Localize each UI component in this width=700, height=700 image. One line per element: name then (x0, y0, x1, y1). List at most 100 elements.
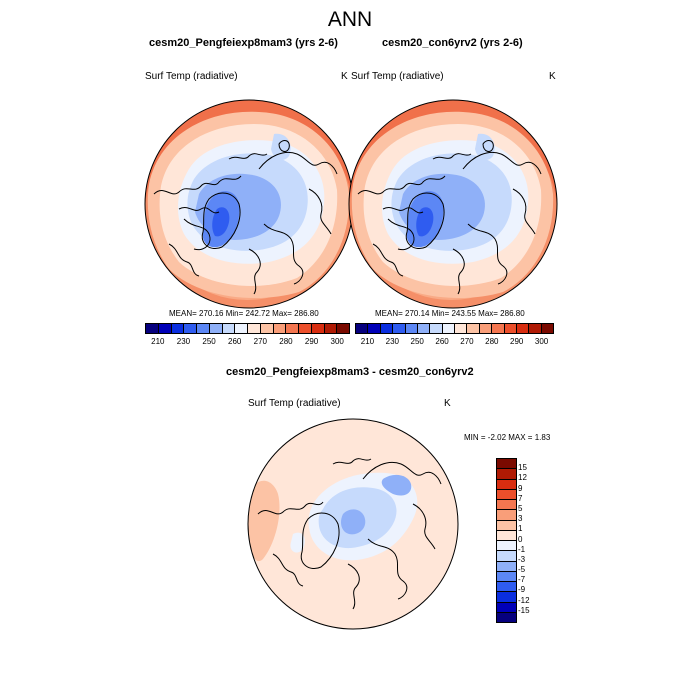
diff-colorbar-tick-label: -3 (518, 554, 526, 564)
diff-colorbar-tick-label: 0 (518, 534, 523, 544)
diff-colorbar-tick-label: -9 (518, 585, 526, 595)
panel1-colorbar-swatch (299, 324, 312, 333)
diff-colorbar-tick-label: -1 (518, 544, 526, 554)
panel2-colorbar-swatch (467, 324, 480, 333)
panel1-colorbar-tick-label: 230 (176, 337, 191, 346)
panel1-colorbar-swatch (311, 324, 325, 333)
panel2-title: cesm20_con6yrv2 (yrs 2-6) (382, 37, 523, 49)
panel2-colorbar-tick-label: 260 (435, 337, 449, 346)
diff-colorbar-swatch (497, 612, 516, 622)
panel2-colorbar-swatch (380, 324, 394, 333)
diff-colorbar-swatch (497, 541, 516, 552)
panel2-colorbar-tick-label: 230 (385, 337, 399, 346)
panel1-colorbar-swatch (222, 324, 236, 333)
diff-colorbar-swatch (497, 489, 516, 500)
diff-colorbar-tick-label: -12 (518, 595, 530, 605)
panel1-colorbar-swatch (286, 324, 299, 333)
diff-colorbar-tick-label: -5 (518, 565, 526, 575)
diff-colorbar-tick-label: 3 (518, 514, 523, 524)
panel2-colorbar-tick-label: 290 (510, 337, 524, 346)
panel1-colorbar-tick-label: 300 (330, 337, 344, 346)
panel2-variable: Surf Temp (radiative) (351, 71, 444, 82)
panel1-stats: MEAN= 270.16 Min= 242.72 Max= 286.80 (169, 309, 319, 318)
panel1-colorbar-tick-label: 260 (228, 337, 242, 346)
diff-colorbar-tick-label: 7 (518, 493, 523, 503)
diff-colorbar-swatch (497, 561, 516, 572)
panel2-stats: MEAN= 270.14 Min= 243.55 Max= 286.80 (375, 309, 525, 318)
diff-colorbar-tick-label: 5 (518, 503, 523, 513)
panel2-colorbar-swatch (442, 324, 455, 333)
panel1-colorbar-swatch (248, 324, 261, 333)
panel1-colorbar-tick-label: 290 (304, 337, 319, 346)
diff-colorbar-swatch (497, 551, 516, 562)
panel2-colorbar-swatch (455, 324, 468, 333)
panel1-colorbar-tick-label: 270 (253, 337, 267, 346)
diff-colorbar-swatch (497, 582, 516, 593)
panel1-variable: Surf Temp (radiative) (145, 71, 238, 82)
diff-colorbar-tick-label: 12 (518, 473, 527, 483)
panel1-colorbar-swatch (324, 324, 338, 333)
panel2-colorbar-tick-label: 210 (360, 337, 375, 346)
diff-colorbar-swatch (497, 592, 516, 603)
diff-colorbar-tick-label: -15 (518, 605, 530, 615)
panel2-colorbar-tick-label: 270 (460, 337, 474, 346)
diff-colorbar (496, 458, 517, 623)
panel2-colorbar-swatch (368, 324, 381, 333)
panel2-colorbar-swatch (405, 324, 418, 333)
panel2-colorbar-swatch (516, 324, 530, 333)
panel1-colorbar-tick-label: 210 (151, 337, 165, 346)
panel2-colorbar-labels: 210 230 250 260 270 280 290 300 (355, 337, 554, 349)
diff-variable: Surf Temp (radiative) (248, 398, 341, 409)
panel1-title: cesm20_Pengfeiexp8mam3 (yrs 2-6) (149, 37, 338, 49)
panel1-colorbar-swatch (235, 324, 248, 333)
diff-colorbar-swatch (497, 530, 516, 541)
panel2-colorbar-swatch (504, 324, 517, 333)
panel1-colorbar-swatch (184, 324, 197, 333)
panel1-colorbar-swatch (197, 324, 210, 333)
panel2-map (349, 100, 557, 308)
panel2-colorbar-swatch (492, 324, 505, 333)
panel2-colorbar-swatch (479, 324, 493, 333)
diff-colorbar-swatch (497, 459, 516, 470)
diff-colorbar-swatch (497, 479, 516, 490)
panel1-colorbar (145, 323, 350, 334)
diff-unit: K (444, 398, 451, 409)
panel2-unit: K (549, 71, 556, 82)
panel2-colorbar-tick-label: 250 (410, 337, 424, 346)
diff-colorbar-tick-label: 9 (518, 483, 523, 493)
diff-map (248, 419, 458, 629)
panel2-colorbar (355, 323, 554, 334)
panel1-colorbar-swatch (171, 324, 185, 333)
panel1-colorbar-labels: 210 230 250 260 270 280 290 300 (145, 337, 350, 349)
panel1-map (145, 100, 353, 308)
panel1-colorbar-tick-label: 250 (202, 337, 216, 346)
panel1-colorbar-swatch (273, 324, 287, 333)
panel2-colorbar-swatch (529, 324, 542, 333)
diff-title: cesm20_Pengfeiexp8mam3 - cesm20_con6yrv2 (226, 366, 474, 378)
panel2-colorbar-swatch (393, 324, 406, 333)
panel1-colorbar-swatch (158, 324, 172, 333)
panel2-colorbar-swatch (430, 324, 443, 333)
diff-colorbar-swatch (497, 520, 516, 531)
panel2-colorbar-swatch (356, 324, 369, 333)
diff-colorbar-labels: 15 12 9 7 5 3 1 0 -1 -3 -5 -7 -9 -12 -15 (518, 458, 548, 621)
diff-colorbar-swatch (497, 469, 516, 480)
panel2-colorbar-tick-label: 280 (485, 337, 499, 346)
diff-colorbar-tick-label: -7 (518, 575, 526, 585)
main-title: ANN (327, 8, 373, 31)
panel1-colorbar-tick-label: 280 (279, 337, 293, 346)
diff-colorbar-tick-label: 15 (518, 463, 527, 473)
panel1-colorbar-swatch (260, 324, 274, 333)
panel1-colorbar-swatch (209, 324, 223, 333)
diff-colorbar-swatch (497, 510, 516, 521)
panel1-colorbar-swatch (146, 324, 159, 333)
panel2-colorbar-swatch (541, 324, 553, 333)
diff-colorbar-swatch (497, 571, 516, 582)
panel1-colorbar-swatch (337, 324, 349, 333)
panel2-colorbar-swatch (417, 324, 431, 333)
panel2-colorbar-tick-label: 300 (534, 337, 549, 346)
diff-colorbar-swatch (497, 602, 516, 613)
diff-stats: MIN = -2.02 MAX = 1.83 (464, 433, 551, 442)
diff-colorbar-swatch (497, 500, 516, 511)
